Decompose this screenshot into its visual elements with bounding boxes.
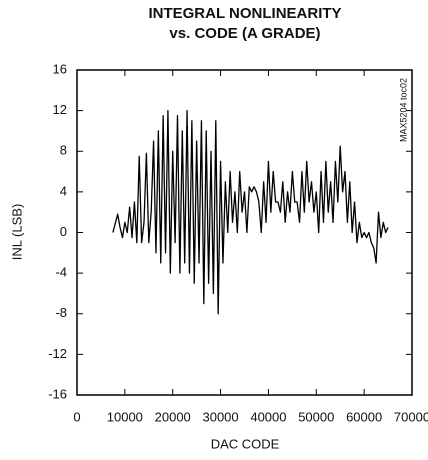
y-tick-label: -8 xyxy=(55,305,67,320)
y-axis-label: INL (LSB) xyxy=(9,204,24,261)
y-tick-label: -12 xyxy=(48,346,67,361)
x-tick-label: 60000 xyxy=(346,409,382,424)
y-tick-label: 0 xyxy=(60,224,67,239)
y-tick-label: 16 xyxy=(53,61,67,76)
chart-title: vs. CODE (A GRADE) xyxy=(169,25,320,42)
x-axis-label: DAC CODE xyxy=(211,436,280,451)
chart-title: INTEGRAL NONLINEARITY xyxy=(148,5,341,22)
y-tick-label: 4 xyxy=(60,183,67,198)
y-tick-label: -16 xyxy=(48,386,67,401)
y-tick-label: -4 xyxy=(55,265,67,280)
x-tick-label: 10000 xyxy=(107,409,143,424)
y-tick-label: 8 xyxy=(60,143,67,158)
x-tick-label: 50000 xyxy=(298,409,334,424)
x-tick-label: 30000 xyxy=(202,409,238,424)
x-tick-label: 20000 xyxy=(155,409,191,424)
x-tick-label: 70000 xyxy=(394,409,428,424)
annotation: MAX5204 toc02 xyxy=(398,78,408,142)
data-line xyxy=(112,109,389,315)
x-tick-label: 40000 xyxy=(250,409,286,424)
y-tick-label: 12 xyxy=(53,102,67,117)
x-tick-label: 0 xyxy=(73,409,80,424)
